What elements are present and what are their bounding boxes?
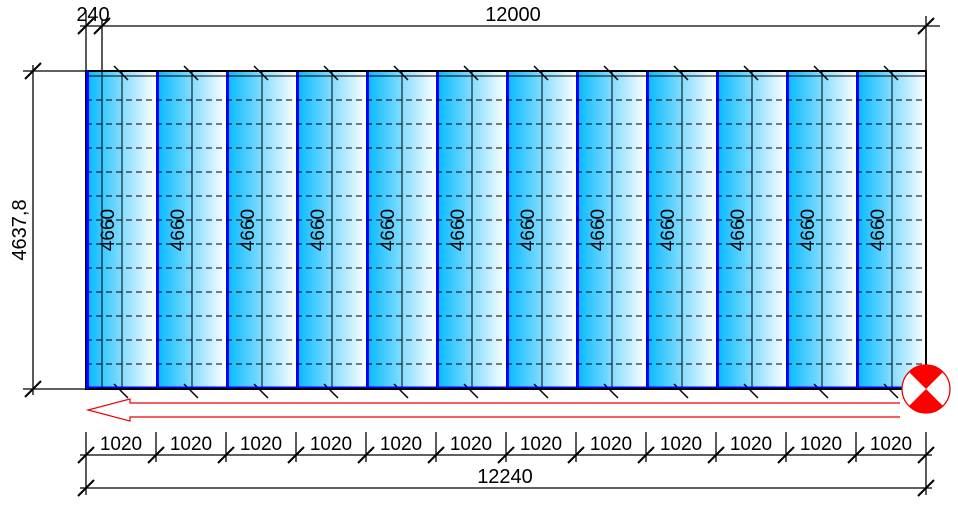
panel: [576, 71, 646, 389]
panel-width-label: 1020: [450, 434, 492, 455]
panel: [506, 71, 576, 389]
panel-length-label: 4660: [378, 209, 399, 251]
panel-width-label: 1020: [870, 434, 912, 455]
panel-length-label: 4660: [658, 209, 679, 251]
dimension-lines: [23, 10, 940, 497]
panel: [856, 71, 926, 389]
panel-width-label: 1020: [310, 434, 352, 455]
panel-length-label: 4660: [868, 209, 889, 251]
dim-left-height: 4637,8: [9, 199, 31, 260]
dim-top-offset: 240: [76, 4, 109, 26]
origin-marker-icon: [901, 364, 951, 414]
panel-width-label: 1020: [380, 434, 422, 455]
panel: [226, 71, 296, 389]
panel: [716, 71, 786, 389]
panel-width-label: 1020: [170, 434, 212, 455]
panel-width-label: 1020: [100, 434, 142, 455]
direction-arrow: [85, 398, 900, 422]
panel: [296, 71, 366, 389]
panel: [436, 71, 506, 389]
panel-width-label: 1020: [730, 434, 772, 455]
panel-length-label: 4660: [238, 209, 259, 251]
panel-length-label: 4660: [588, 209, 609, 251]
panel-width-label: 1020: [660, 434, 702, 455]
dim-top-total: 12000: [485, 4, 541, 26]
panel: [786, 71, 856, 389]
panel: [86, 71, 156, 389]
panel-length-label: 4660: [308, 209, 329, 251]
panels: [85, 65, 927, 399]
panel-length-label: 4660: [168, 209, 189, 251]
panel: [156, 71, 226, 389]
panel-width-label: 1020: [590, 434, 632, 455]
panel-width-label: 1020: [800, 434, 842, 455]
panel-length-label: 4660: [798, 209, 819, 251]
panel-length-label: 4660: [448, 209, 469, 251]
panel-length-label: 4660: [518, 209, 539, 251]
panel-width-label: 1020: [240, 434, 282, 455]
panel-length-label: 4660: [728, 209, 749, 251]
dim-bottom-total: 12240: [477, 466, 533, 488]
panel-width-label: 1020: [520, 434, 562, 455]
panel: [646, 71, 716, 389]
panel-length-label: 4660: [98, 209, 119, 251]
panel: [366, 71, 436, 389]
